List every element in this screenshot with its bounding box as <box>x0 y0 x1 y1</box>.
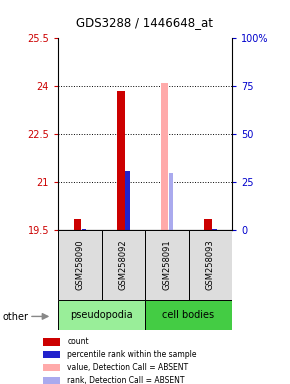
Text: percentile rank within the sample: percentile rank within the sample <box>67 350 197 359</box>
Text: GSM258092: GSM258092 <box>119 240 128 290</box>
Text: GSM258093: GSM258093 <box>206 240 215 290</box>
Text: GSM258091: GSM258091 <box>162 240 171 290</box>
Bar <box>102 230 145 300</box>
Bar <box>117 91 125 230</box>
Bar <box>43 364 60 371</box>
Bar <box>161 83 168 230</box>
Bar <box>188 230 232 300</box>
Bar <box>82 229 86 230</box>
Bar <box>212 229 217 230</box>
Bar <box>74 219 81 230</box>
Text: other: other <box>3 312 29 322</box>
Bar <box>169 173 173 230</box>
Bar <box>43 351 60 359</box>
Bar <box>43 377 60 384</box>
Text: pseudopodia: pseudopodia <box>70 310 133 320</box>
Text: rank, Detection Call = ABSENT: rank, Detection Call = ABSENT <box>67 376 185 384</box>
Bar <box>43 338 60 346</box>
Text: GSM258090: GSM258090 <box>75 240 84 290</box>
Bar <box>58 300 145 330</box>
Bar <box>145 230 188 300</box>
Bar <box>126 171 130 230</box>
Bar <box>204 219 212 230</box>
Bar <box>58 230 102 300</box>
Text: GDS3288 / 1446648_at: GDS3288 / 1446648_at <box>77 16 213 29</box>
Text: count: count <box>67 338 89 346</box>
Text: value, Detection Call = ABSENT: value, Detection Call = ABSENT <box>67 363 188 372</box>
Text: cell bodies: cell bodies <box>162 310 215 320</box>
Bar <box>145 300 232 330</box>
